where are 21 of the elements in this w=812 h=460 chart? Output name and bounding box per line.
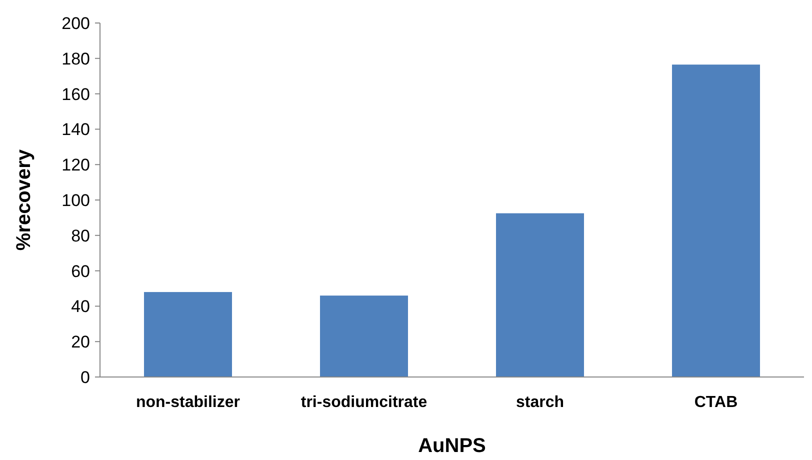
y-tick-label: 60 [71, 262, 90, 281]
x-tick-label: tri-sodiumcitrate [300, 394, 428, 411]
y-tick-label: 40 [71, 297, 90, 316]
x-tick-label: starch [516, 394, 564, 411]
bar [672, 64, 760, 377]
bar [144, 292, 232, 377]
x-axis-title: AuNPS [418, 435, 486, 457]
y-tick-label: 20 [71, 332, 90, 352]
y-tick-label: 140 [62, 120, 90, 140]
y-tick-label: 120 [62, 156, 90, 175]
y-tick-label: 0 [80, 368, 90, 387]
bar [320, 296, 408, 377]
y-tick-label: 100 [62, 190, 90, 210]
y-tick-label: 200 [62, 14, 90, 33]
y-tick-label: 160 [62, 84, 90, 104]
x-tick-label: non-stabilizer [136, 394, 240, 411]
bar [496, 213, 584, 377]
y-tick-label: 80 [71, 226, 90, 246]
y-axis-title: %recovery [13, 148, 35, 251]
y-tick-label: 180 [62, 49, 90, 68]
x-tick-label: CTAB [694, 394, 738, 411]
